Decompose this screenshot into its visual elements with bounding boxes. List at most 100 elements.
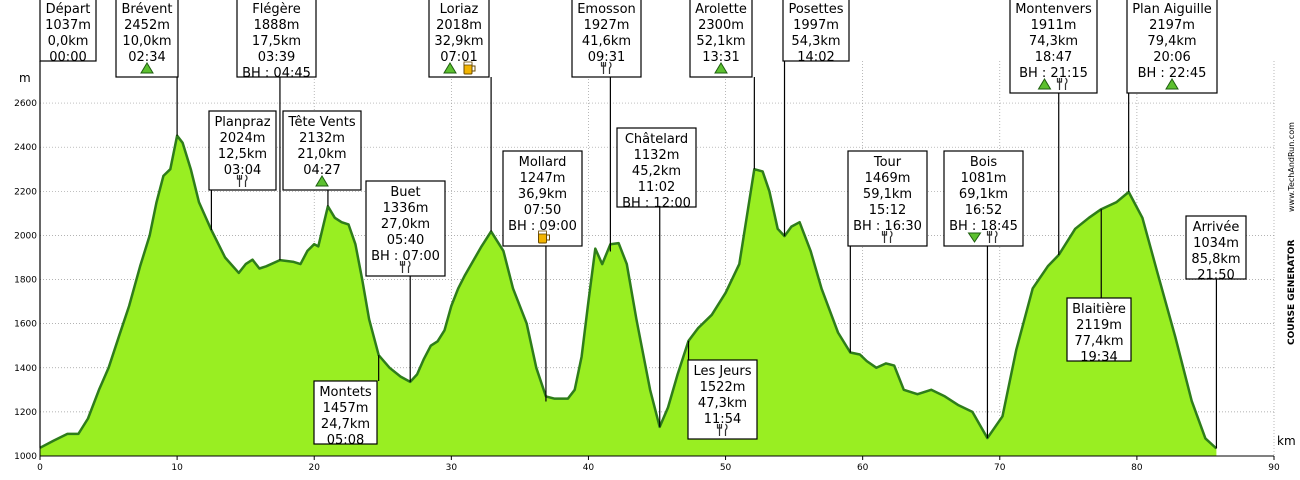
label-box — [236, 0, 317, 78]
waypoint-value: 79,4km — [1147, 34, 1196, 49]
label-box — [943, 150, 1024, 247]
food-icon — [881, 230, 893, 243]
label-box — [428, 0, 490, 78]
waypoint-value: 11:54 — [704, 412, 741, 427]
x-tick-label-80: 80 — [1131, 463, 1143, 473]
waypoint-value: 1081m — [961, 171, 1007, 186]
waypoint-value: 04:27 — [303, 163, 340, 178]
y-tick-label-1800: 1800 — [14, 276, 37, 286]
waypoint-name: Brévent — [121, 2, 172, 17]
waypoint-value: BH : 07:00 — [371, 249, 440, 264]
waypoint-value: 2119m — [1076, 318, 1122, 333]
label-box — [1185, 215, 1247, 280]
food-icon — [1056, 77, 1068, 90]
waypoint-value: 45,2km — [632, 164, 681, 179]
y-tick-label-2400: 2400 — [14, 143, 37, 153]
food-icon — [716, 423, 728, 436]
waypoint-value: 02:34 — [128, 50, 165, 65]
waypoint-value: 2300m — [698, 18, 744, 33]
summit-icon — [1165, 78, 1179, 90]
label-box — [208, 110, 277, 191]
waypoint-value: 21:50 — [1197, 268, 1234, 283]
waypoint-value: 1997m — [793, 18, 839, 33]
waypoint-name: Arrivée — [1193, 220, 1240, 235]
waypoint-value: 27,0km — [381, 217, 430, 232]
waypoint-value: 77,4km — [1074, 334, 1123, 349]
label-box — [313, 380, 378, 445]
waypoint-value: 1336m — [383, 201, 429, 216]
waypoint-value: 15:12 — [869, 203, 906, 218]
waypoint-name: Buet — [390, 185, 420, 200]
elevation-line — [39, 134, 1218, 450]
waypoint-value: 1034m — [1193, 236, 1239, 251]
elevation-area — [40, 135, 1217, 456]
waypoint-value: 07:01 — [440, 50, 477, 65]
x-tick-label-40: 40 — [583, 463, 595, 473]
summit-icon — [140, 62, 154, 74]
waypoint-value: 13:31 — [702, 50, 739, 65]
waypoint-name: Mollard — [519, 155, 567, 170]
waypoint-name: Flégère — [252, 2, 300, 17]
brand-label: COURSE GENERATOR — [1287, 240, 1297, 345]
waypoint-value: 54,3km — [791, 34, 840, 49]
waypoint-value: 41,6km — [582, 34, 631, 49]
waypoint-value: 2197m — [1149, 18, 1195, 33]
x-tick-label-0: 0 — [37, 463, 43, 473]
label-box — [502, 150, 583, 247]
waypoint-value: 14:02 — [797, 50, 834, 65]
summit-icon — [443, 62, 457, 74]
waypoint-name: Tête Vents — [287, 115, 356, 130]
waypoint-value: 10,0km — [122, 34, 171, 49]
waypoint-name: Planpraz — [214, 115, 270, 130]
waypoint-name: Emosson — [577, 2, 636, 17]
waypoint-name: Bois — [970, 155, 997, 170]
waypoint-value: 2018m — [436, 18, 482, 33]
waypoint-value: 47,3km — [698, 396, 747, 411]
label-box — [1066, 297, 1132, 362]
label-box — [782, 0, 850, 62]
waypoint-value: 1457m — [323, 401, 369, 416]
waypoint-value: 03:04 — [224, 163, 261, 178]
waypoint-name: Les Jeurs — [693, 364, 751, 379]
x-axis-label: km — [1277, 434, 1296, 448]
y-tick-label-1000: 1000 — [14, 452, 37, 462]
food-icon — [986, 230, 998, 243]
x-tick-label-20: 20 — [308, 463, 320, 473]
food-icon — [600, 61, 612, 74]
waypoint-name: Départ — [46, 2, 91, 17]
waypoint-value: 59,1km — [863, 187, 912, 202]
waypoint-value: 1469m — [865, 171, 911, 186]
waypoint-name: Blaitière — [1072, 302, 1126, 317]
label-box — [1126, 0, 1218, 94]
waypoint-value: 1927m — [584, 18, 630, 33]
x-tick-label-60: 60 — [857, 463, 869, 473]
label-box — [687, 359, 758, 440]
waypoint-value: 05:40 — [387, 233, 424, 248]
summit-icon — [315, 175, 329, 187]
waypoint-value: 18:47 — [1035, 50, 1072, 65]
waypoint-value: 03:39 — [258, 50, 295, 65]
waypoint-value: BH : 18:45 — [949, 219, 1018, 234]
waypoint-name: Posettes — [788, 2, 843, 17]
waypoint-value: 1247m — [520, 171, 566, 186]
waypoint-value: 0,0km — [48, 34, 89, 49]
y-tick-label-2200: 2200 — [14, 187, 37, 197]
food-icon — [236, 174, 248, 187]
waypoint-value: 2452m — [124, 18, 170, 33]
label-box — [365, 180, 446, 277]
waypoint-value: 1132m — [634, 148, 680, 163]
waypoint-value: 1522m — [700, 380, 746, 395]
y-tick-label-1200: 1200 — [14, 408, 37, 418]
label-box — [282, 110, 362, 191]
label-box — [571, 0, 642, 78]
waypoint-value: 20:06 — [1153, 50, 1190, 65]
